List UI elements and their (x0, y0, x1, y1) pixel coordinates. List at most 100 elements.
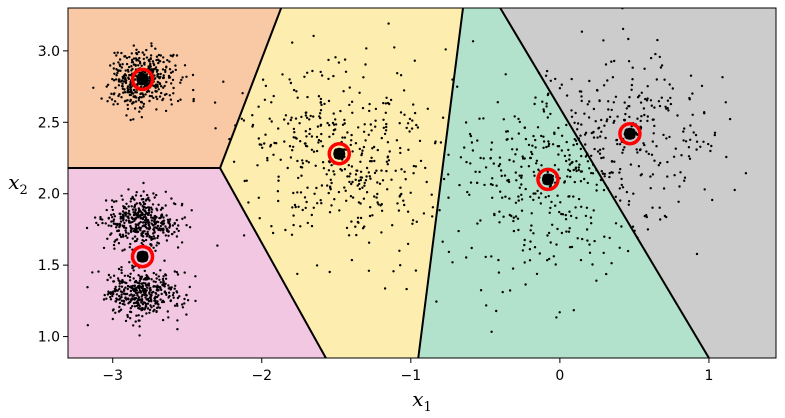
data-point (433, 142, 437, 145)
data-point (146, 286, 149, 289)
data-point (121, 280, 124, 283)
data-point (172, 53, 175, 57)
data-point (112, 243, 116, 247)
data-point (330, 181, 333, 185)
data-point (600, 156, 603, 160)
data-point (679, 171, 682, 174)
data-point (520, 209, 524, 212)
data-point (114, 285, 117, 289)
data-point (101, 221, 104, 225)
data-point (334, 123, 338, 126)
data-point (363, 181, 366, 185)
data-point (183, 297, 186, 301)
data-point (134, 223, 137, 226)
data-point (532, 198, 535, 202)
data-point (129, 221, 132, 224)
data-point (564, 213, 567, 217)
data-point (180, 241, 184, 244)
data-point (136, 216, 140, 219)
data-point (466, 190, 469, 194)
data-point (556, 227, 559, 231)
data-point (702, 140, 705, 143)
data-point (362, 76, 365, 79)
data-point (532, 170, 535, 174)
data-point (707, 142, 710, 146)
data-point (403, 113, 406, 117)
data-point (155, 95, 158, 99)
data-point (111, 294, 114, 298)
data-point (240, 117, 243, 121)
data-point (145, 48, 148, 52)
data-point (116, 71, 119, 75)
data-point (414, 269, 418, 272)
data-point (482, 117, 485, 120)
data-point (565, 123, 568, 127)
data-point (639, 125, 642, 128)
data-point (117, 69, 120, 73)
data-point (618, 143, 622, 146)
data-point (491, 177, 494, 180)
data-point (162, 227, 165, 230)
data-point (320, 74, 324, 77)
data-point (270, 120, 273, 123)
data-point (132, 92, 135, 95)
data-point (629, 163, 633, 166)
data-point (128, 294, 131, 297)
data-point (155, 108, 158, 111)
data-point (438, 209, 441, 212)
data-point (152, 232, 155, 235)
data-point (153, 218, 156, 222)
data-point (128, 275, 132, 279)
y-axis-label-subscript: 2 (20, 183, 28, 198)
centroid-ring (618, 121, 642, 146)
data-point (161, 223, 165, 226)
data-point (665, 137, 668, 140)
data-point (156, 80, 159, 84)
centroid-3 (327, 141, 352, 166)
data-point (112, 280, 116, 283)
data-point (603, 124, 606, 127)
data-point (171, 294, 175, 297)
data-point (689, 138, 692, 141)
data-point (135, 52, 139, 56)
data-point (167, 234, 170, 237)
data-point (319, 97, 323, 101)
data-point (138, 96, 142, 99)
data-point (148, 208, 151, 212)
data-point (168, 60, 171, 63)
data-point (108, 291, 111, 295)
data-point (529, 195, 532, 198)
data-point (140, 298, 144, 301)
data-point (503, 174, 507, 177)
data-point (360, 153, 363, 157)
data-point (600, 130, 603, 133)
data-point (375, 169, 378, 172)
data-point (129, 86, 132, 89)
data-point (126, 215, 129, 218)
data-point (156, 241, 159, 244)
data-point (416, 126, 420, 129)
data-point (376, 201, 379, 204)
data-point (399, 194, 402, 197)
data-point (127, 298, 130, 301)
data-point (152, 271, 155, 275)
data-point (370, 129, 373, 132)
data-point (431, 206, 435, 209)
data-point (152, 304, 155, 308)
data-point (132, 324, 135, 327)
data-point (506, 179, 509, 182)
data-point (308, 132, 311, 136)
data-point (350, 220, 353, 223)
data-point (649, 175, 652, 178)
data-point (103, 293, 106, 297)
data-point (319, 199, 322, 202)
data-point (154, 280, 157, 284)
data-point (409, 191, 412, 194)
data-point (598, 99, 601, 102)
data-point (399, 146, 402, 150)
data-point (512, 216, 515, 219)
data-point (373, 159, 376, 163)
data-point (361, 186, 364, 189)
data-point (384, 111, 387, 115)
data-point (694, 133, 698, 137)
